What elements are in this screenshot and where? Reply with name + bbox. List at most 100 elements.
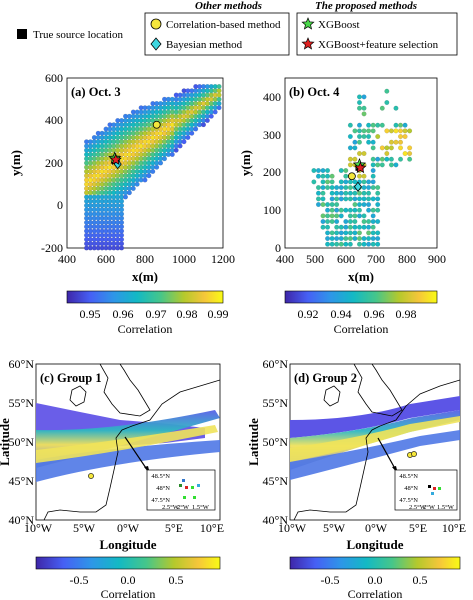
candidate-point <box>193 126 199 132</box>
colorbar-c: -0.5 0.0 0.5 Correlation <box>35 556 221 600</box>
x-tick: 800 <box>398 252 416 266</box>
candidate-point <box>119 211 125 217</box>
colorbar-d-bar <box>289 556 461 570</box>
candidate-point <box>366 179 372 185</box>
panel-a-points <box>84 84 222 251</box>
candidate-point <box>338 236 344 242</box>
panel-c-y-ticks: 40°N 45°N 50°N 55°N 60°N <box>9 357 35 527</box>
inset-point <box>183 496 186 499</box>
candidate-point <box>119 220 125 225</box>
candidate-point <box>315 173 321 179</box>
x-tick: 10°E <box>200 521 224 535</box>
y-tick: 400 <box>263 90 281 104</box>
candidate-point <box>320 179 326 185</box>
correlation-band-yellow <box>290 416 460 462</box>
y-tick: 40°N <box>9 513 35 527</box>
candidate-point <box>366 196 372 202</box>
candidate-point <box>379 105 385 111</box>
candidate-point <box>216 105 222 111</box>
candidate-point <box>347 145 353 151</box>
colorbar-tick: 0.98 <box>177 307 198 321</box>
candidate-point <box>126 190 132 196</box>
candidate-point <box>370 156 376 162</box>
x-tick: 5°W <box>323 521 346 535</box>
candidate-point <box>407 151 413 157</box>
candidate-point <box>173 147 179 153</box>
panel-c: 48.5°N 48°N 47.5°N 2.5°W 2°W 1.5°W (c) G… <box>0 357 224 552</box>
inset-point <box>191 486 194 489</box>
candidate-point <box>361 196 367 202</box>
x-tick: 5°E <box>409 521 427 535</box>
candidate-point <box>370 196 376 202</box>
candidate-point <box>338 207 344 213</box>
candidate-point <box>361 134 367 140</box>
candidate-point <box>338 241 344 247</box>
candidate-point <box>393 105 399 111</box>
y-tick: -200 <box>41 241 63 255</box>
candidate-point <box>216 101 222 106</box>
candidate-point <box>325 236 331 242</box>
candidate-point <box>119 232 125 238</box>
inset-tick: 47.5°N <box>151 497 170 504</box>
candidate-point <box>162 156 167 162</box>
colorbar-tick: 0.96 <box>113 307 134 321</box>
candidate-point <box>375 196 381 202</box>
candidate-point <box>338 196 344 202</box>
candidate-point <box>361 236 367 242</box>
candidate-point <box>352 128 358 134</box>
candidate-point <box>402 151 408 157</box>
colorbar-tick: 0.95 <box>80 307 101 321</box>
candidate-point <box>357 173 362 179</box>
candidate-point <box>357 202 362 208</box>
inset-c <box>146 469 216 511</box>
candidate-point <box>366 139 372 145</box>
y-tick: 0 <box>275 241 281 255</box>
candidate-point <box>357 196 362 202</box>
inset-point <box>433 487 436 490</box>
candidate-point <box>325 185 331 191</box>
candidate-point <box>347 162 353 168</box>
panel-a: (a) Oct. 3 400 600 800 1000 1200 -200 0 … <box>8 71 235 284</box>
candidate-point <box>343 168 349 174</box>
candidate-point <box>370 162 376 168</box>
x-tick: 10°W <box>278 521 307 535</box>
candidate-point <box>329 230 335 236</box>
candidate-point <box>384 128 390 134</box>
candidate-point <box>119 228 125 234</box>
coastline-continent <box>293 379 460 520</box>
candidate-point <box>366 241 372 247</box>
candidate-point <box>320 173 326 179</box>
candidate-point <box>177 143 183 149</box>
candidate-point <box>388 139 394 145</box>
candidate-point <box>384 88 390 94</box>
inset-d-content: 48.5°N 48°N 47.5°N 2.5°W 2°W 1.5°W <box>399 473 454 511</box>
candidate-point <box>334 196 340 202</box>
colorbar-c-label: Correlation <box>101 587 156 600</box>
panel-c-correlation-map <box>36 364 220 520</box>
colorbar-tick: 0.94 <box>331 307 352 321</box>
candidate-point <box>361 202 367 208</box>
candidate-point <box>370 241 376 247</box>
panel-d-correlation-map <box>290 364 460 520</box>
candidate-point <box>347 241 353 247</box>
colorbar-tick: 0.5 <box>169 573 184 587</box>
candidate-point <box>343 190 349 196</box>
inset-point <box>431 492 434 495</box>
candidate-point <box>329 207 335 213</box>
x-tick: 1000 <box>172 252 196 266</box>
candidate-point <box>347 236 353 242</box>
x-tick: 0°W <box>117 521 140 535</box>
candidate-point <box>384 100 390 106</box>
candidate-point <box>357 100 362 106</box>
panel-d-label: (d) Group 2 <box>294 371 357 385</box>
panel-a-method-markers <box>108 120 161 170</box>
candidate-point <box>325 213 331 219</box>
colorbar-a-label: Correlation <box>118 322 173 336</box>
candidate-point <box>334 207 340 213</box>
candidate-point <box>142 177 148 183</box>
panel-d-x-label: Longitude <box>346 537 403 552</box>
candidate-point <box>343 207 349 213</box>
inset-tick: 2.5°W <box>162 504 180 511</box>
candidate-point <box>216 88 222 94</box>
candidate-point <box>407 156 413 162</box>
